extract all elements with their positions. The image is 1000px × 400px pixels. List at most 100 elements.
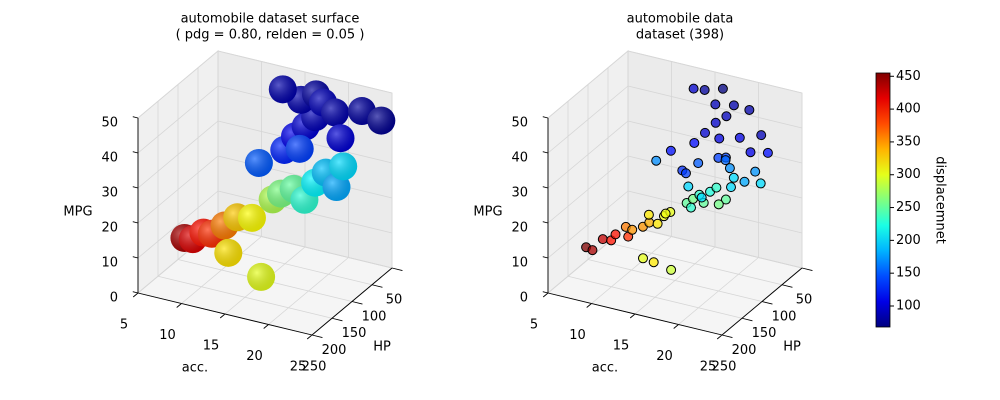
point — [696, 192, 707, 203]
x-tick-mark — [586, 303, 592, 308]
z-tick-mark — [542, 186, 549, 189]
point — [693, 158, 704, 169]
point — [666, 264, 677, 275]
x-tick-label: 25 — [290, 360, 307, 375]
z-grid-line — [217, 225, 393, 269]
colorbar — [875, 72, 891, 328]
point — [610, 229, 621, 240]
point — [728, 100, 739, 111]
y-tick-mark — [351, 301, 363, 305]
z-grid-line — [627, 120, 803, 164]
x-tick-mark — [219, 313, 226, 319]
z-tick-mark — [542, 256, 549, 259]
z-grid-line — [627, 190, 803, 234]
x-tick-label: 5 — [120, 318, 128, 333]
z-tick-label: 50 — [511, 116, 528, 131]
y-tick-mark — [391, 267, 403, 271]
point — [714, 133, 725, 144]
y-tick-label: 200 — [322, 343, 347, 358]
z-tick-mark — [132, 116, 139, 119]
z-grid-line — [217, 50, 393, 94]
chart-title: ( pdg = 0.80, relden = 0.05 ) — [176, 28, 365, 43]
z-tick-mark — [542, 221, 549, 224]
y-tick-mark — [801, 267, 813, 271]
x-tick-mark — [306, 334, 313, 340]
x-tick-label: 25 — [700, 360, 717, 375]
blob-shade — [237, 203, 266, 232]
y-axis-line — [721, 267, 803, 336]
surface-blob — [285, 134, 314, 163]
point — [762, 147, 773, 158]
colorbar-label: displacemnet — [933, 156, 948, 244]
x-tick-mark — [673, 324, 679, 329]
point — [587, 245, 598, 256]
z-grid-line — [137, 85, 219, 154]
point — [699, 84, 710, 95]
point — [720, 155, 731, 166]
z-grid-line — [547, 85, 629, 154]
y-tick-mark — [721, 334, 733, 338]
z-tick-label: 40 — [101, 151, 118, 166]
point — [713, 199, 724, 210]
chart-title: automobile data — [627, 12, 734, 27]
point — [700, 127, 710, 138]
z-tick-label: 0 — [520, 291, 528, 306]
y-tick-label: 50 — [796, 293, 813, 308]
z-axis-label: MPG — [473, 205, 502, 220]
y-tick-label: 200 — [732, 343, 757, 358]
y-grid-line — [567, 275, 743, 319]
colorbar-tick-label: 300 — [896, 167, 921, 182]
point — [755, 178, 766, 189]
y-tick-mark — [761, 301, 773, 305]
x-axis-label: acc. — [182, 361, 208, 376]
x-tick-mark — [176, 303, 182, 308]
z-grid-line — [137, 155, 219, 224]
x-tick-mark — [132, 292, 139, 298]
z-grid-line — [627, 50, 803, 94]
blob-shade — [214, 238, 243, 267]
blob-shade — [285, 134, 314, 163]
z-grid-line — [137, 50, 219, 119]
point — [739, 176, 750, 187]
z-tick-label: 20 — [101, 221, 118, 236]
point — [744, 104, 755, 115]
y-tick-mark — [331, 317, 343, 322]
z-grid-line — [547, 120, 629, 189]
point — [724, 163, 735, 174]
x-tick-label: 10 — [159, 328, 176, 343]
point — [652, 218, 663, 229]
x-tick-label: 20 — [246, 349, 263, 364]
z-grid-line — [137, 120, 219, 189]
point — [651, 155, 662, 166]
x-tick-mark — [716, 334, 723, 340]
surface-blob — [237, 203, 266, 232]
z-tick-label: 40 — [511, 151, 528, 166]
z-axis-label: MPG — [63, 205, 92, 220]
colorbar-tick-label: 200 — [896, 233, 921, 248]
point — [643, 209, 654, 220]
point — [688, 83, 699, 94]
z-tick-mark — [542, 116, 549, 119]
blob-shade — [326, 124, 355, 153]
z-tick-mark — [542, 151, 549, 154]
z-tick-label: 10 — [511, 256, 528, 271]
y-tick-mark — [371, 284, 383, 288]
x-tick-label: 15 — [203, 339, 220, 354]
point — [597, 234, 608, 245]
surface-blob — [321, 98, 349, 127]
point — [734, 132, 745, 143]
z-tick-mark — [132, 151, 139, 154]
point — [728, 172, 739, 183]
colorbar-tick-label: 400 — [896, 102, 921, 117]
y-grid-line — [587, 259, 763, 302]
blob-shade — [321, 98, 349, 127]
chart-title: automobile dataset surface — [181, 12, 360, 27]
z-grid-line — [547, 155, 629, 224]
x-axis-line — [547, 292, 723, 336]
colorbar-tick-label: 450 — [896, 69, 921, 84]
y-tick-label: 250 — [302, 360, 327, 375]
chart-title: dataset (398) — [636, 28, 724, 43]
z-tick-label: 0 — [110, 291, 118, 306]
y-tick-label: 100 — [772, 309, 797, 324]
z-grid-line — [137, 190, 219, 259]
